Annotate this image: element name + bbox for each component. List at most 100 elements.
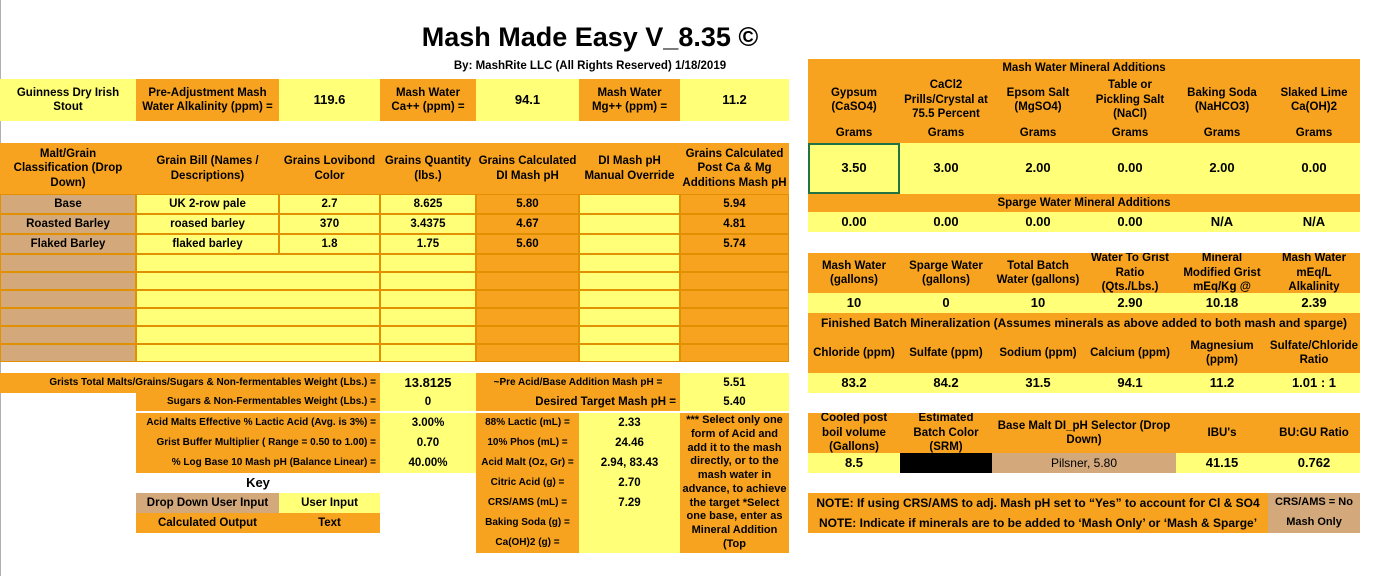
grain-empty-cells[interactable] [579,344,680,362]
grain-empty-cells [680,344,789,362]
grain-name-3[interactable]: flaked barley [136,234,279,254]
grain-empty-cells [476,254,579,272]
log-value[interactable]: 40.00% [380,453,476,473]
mash-gypsum-input[interactable]: 3.50 [808,143,900,194]
target-ph-value[interactable]: 5.40 [680,393,789,411]
recipe-name[interactable]: Guinness Dry Irish Stout [0,79,136,121]
grain-empty-cells[interactable] [579,290,680,308]
grain-empty-cells[interactable] [380,290,476,308]
grain-qty-1[interactable]: 8.625 [380,194,476,214]
sulfate-chloride-ratio-value: 1.01 : 1 [1268,373,1360,393]
batch-color-label: Estimated Batch Color (SRM) [900,413,992,453]
cooled-volume-input[interactable]: 8.5 [808,453,900,473]
buffer-value[interactable]: 0.70 [380,433,476,453]
grain-class-1[interactable]: Base [0,194,136,214]
grain-ovr-3[interactable] [579,234,680,254]
mash-baking-soda-input[interactable]: 2.00 [1176,143,1268,194]
grain-empty-cells [476,326,579,344]
pre-ph-value: 5.51 [680,373,789,393]
acid-malt-pct-value[interactable]: 3.00% [380,413,476,433]
water-header-ratio: Water To Grist Ratio (Qts./Lbs.) [1084,253,1176,293]
key-title: Key [136,473,380,493]
grain-empty-cells[interactable] [579,254,680,272]
base-label-baking-soda: Baking Soda (g) = [476,513,579,533]
acid-value-lactic: 2.33 [579,413,680,433]
acid-label-acid-malt: Acid Malt (Oz, Gr) = [476,453,579,473]
finished-header-sulfate: Sulfate (ppm) [900,333,992,373]
grain-class-empty[interactable] [0,308,136,326]
grain-ovr-1[interactable] [579,194,680,214]
grain-empty-cells[interactable] [380,344,476,362]
grain-lov-1[interactable]: 2.7 [279,194,380,214]
mineral-header-gypsum: Gypsum (CaSO4) [808,77,900,123]
grain-lov-3[interactable]: 1.8 [279,234,380,254]
grain-qty-2[interactable]: 3.4375 [380,214,476,234]
sparge-water-input[interactable]: 0 [900,293,992,313]
grain-empty-cells[interactable] [380,272,476,290]
grain-class-empty[interactable] [0,290,136,308]
water-header-grist: Mineral Modified Grist mEq/Kg @ [1176,253,1268,293]
grain-empty-cells[interactable] [136,308,380,326]
grain-empty-cells[interactable] [136,290,380,308]
grain-class-empty[interactable] [0,272,136,290]
acid-label-phos: 10% Phos (mL) = [476,433,579,453]
grain-empty-cells[interactable] [136,344,380,362]
mineral-unit: Grams [1084,123,1176,143]
acid-value-crs: 7.29 [579,493,680,513]
total-weight-label: Grists Total Malts/Grains/Sugars & Non-f… [0,373,380,393]
sparge-lime: N/A [1268,212,1360,232]
ibu-label: IBU's [1176,413,1268,453]
grain-qty-3[interactable]: 1.75 [380,234,476,254]
acid-value-acid-malt: 2.94, 83.43 [579,453,680,473]
mineral-header-lime: Slaked Lime Ca(OH)2 [1268,77,1360,123]
grain-empty-cells [680,308,789,326]
water-header-sparge: Sparge Water (gallons) [900,253,992,293]
base-malt-selector[interactable]: Pilsner, 5.80 [992,453,1176,473]
sparge-cacl2: 0.00 [900,212,992,232]
grain-empty-cells[interactable] [136,254,380,272]
finished-title: Finished Batch Mineralization (Assumes m… [808,313,1360,333]
grain-empty-cells[interactable] [579,326,680,344]
grain-class-3[interactable]: Flaked Barley [0,234,136,254]
grain-empty-cells[interactable] [380,326,476,344]
grain-class-empty[interactable] [0,326,136,344]
header-classification: Malt/Grain Classification (Drop Down) [0,143,136,194]
mash-water-input[interactable]: 10 [808,293,900,313]
grain-empty-cells[interactable] [380,254,476,272]
grain-class-empty[interactable] [0,254,136,272]
grain-class-empty[interactable] [0,344,136,362]
mg-label: Mash Water Mg++ (ppm) = [579,79,680,121]
grain-empty-cells[interactable] [579,272,680,290]
grain-lov-2[interactable]: 370 [279,214,380,234]
ratio-value: 2.90 [1084,293,1176,313]
ibu-input[interactable]: 41.15 [1176,453,1268,473]
alkalinity-meq-value: 2.39 [1268,293,1360,313]
mash-only-dropdown[interactable]: Mash Only [1268,513,1360,533]
grain-empty-cells[interactable] [579,308,680,326]
mash-salt-input[interactable]: 0.00 [1084,143,1176,194]
grain-name-1[interactable]: UK 2-row pale [136,194,279,214]
grain-class-2[interactable]: Roasted Barley [0,214,136,234]
chloride-value: 83.2 [808,373,900,393]
mash-minerals-title: Mash Water Mineral Additions [808,59,1360,77]
mash-lime-input[interactable]: 0.00 [1268,143,1360,194]
grain-empty-cells[interactable] [136,326,380,344]
crs-dropdown[interactable]: CRS/AMS = No [1268,493,1360,513]
header-override: DI Mash pH Manual Override [579,143,680,194]
sparge-baking-soda: N/A [1176,212,1268,232]
acid-label-citric: Citric Acid (g) = [476,473,579,493]
grain-name-2[interactable]: roased barley [136,214,279,234]
mash-epsom-input[interactable]: 2.00 [992,143,1084,194]
total-weight-value: 13.8125 [380,373,476,393]
buffer-label: Grist Buffer Multiplier ( Range = 0.50 t… [136,433,380,453]
finished-header-chloride: Chloride (ppm) [808,333,900,373]
sparge-salt: 0.00 [1084,212,1176,232]
mash-cacl2-input[interactable]: 3.00 [900,143,992,194]
base-value-baking-soda [579,513,680,533]
grain-ovr-2[interactable] [579,214,680,234]
mineral-header-cacl2: CaCl2 Prills/Crystal at 75.5 Percent [900,77,992,123]
grain-empty-cells[interactable] [136,272,380,290]
acid-value-citric: 2.70 [579,473,680,493]
cooled-volume-label: Cooled post boil volume (Gallons) [808,413,900,453]
grain-empty-cells[interactable] [380,308,476,326]
